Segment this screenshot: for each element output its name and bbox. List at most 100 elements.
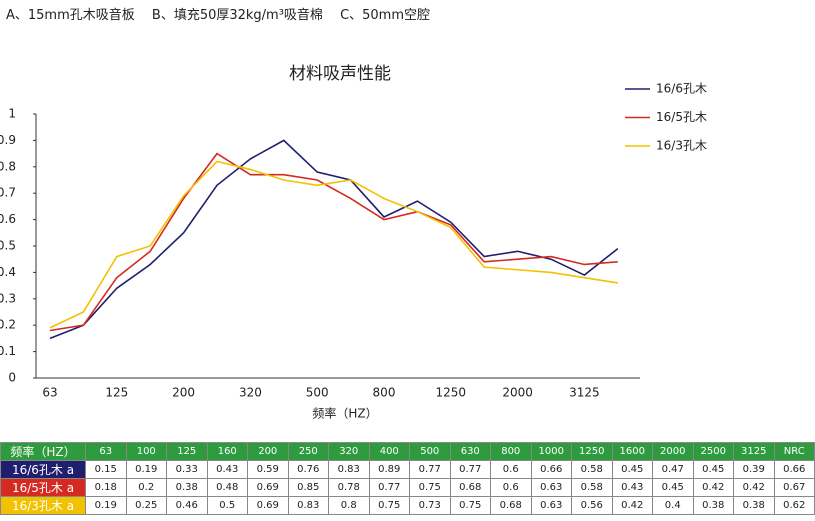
table-row: 16/5孔木 a 0.18 0.2 0.38 0.48 0.69 0.85 0.78 0.77 0… [0, 478, 815, 497]
y-tick-label: 1 [8, 107, 16, 121]
value-cell: 0.62 [773, 496, 815, 515]
x-tick-label: 2000 [502, 386, 533, 400]
table-header: 频率（HZ） 63 100 125 160 200 250 320 400 500 630 800 10… [0, 442, 815, 461]
value-cell: 0.38 [692, 496, 734, 515]
legend-label: 16/5孔木 [656, 110, 707, 124]
y-tick-label: 0.9 [0, 133, 16, 147]
value-cell: 0.47 [652, 460, 694, 479]
x-axis-label: 频率（HZ） [312, 406, 377, 421]
value-cell: 0.42 [733, 478, 775, 497]
value-cell: 0.69 [247, 478, 289, 497]
y-tick-label: 0.8 [0, 159, 16, 173]
value-cell: 0.42 [611, 496, 653, 515]
y-tick-label: 0.7 [0, 186, 16, 200]
value-cell: 0.15 [85, 460, 127, 479]
row-header: 16/6孔木 a [0, 460, 86, 479]
value-cell: 0.42 [692, 478, 734, 497]
value-cell: 0.75 [409, 478, 451, 497]
header-cell: 1250 [571, 442, 613, 461]
value-cell: 0.38 [733, 496, 775, 515]
value-cell: 0.63 [530, 478, 572, 497]
value-cell: 0.39 [733, 460, 775, 479]
value-cell: 0.48 [206, 478, 248, 497]
x-tick-label: 3125 [569, 386, 600, 400]
value-cell: 0.68 [449, 478, 491, 497]
x-tick-label: 500 [306, 386, 329, 400]
row-header: 16/5孔木 a [0, 478, 86, 497]
series-line [49, 152, 618, 332]
value-cell: 0.38 [166, 478, 208, 497]
x-tick-label: 320 [239, 386, 262, 400]
value-cell: 0.45 [692, 460, 734, 479]
value-cell: 0.4 [652, 496, 694, 515]
value-cell: 0.66 [530, 460, 572, 479]
legend-label: 16/3孔木 [656, 139, 707, 153]
header-cell: 500 [409, 442, 451, 461]
chart: 材料吸声性能 频率（HZ） 0 0.1 0.2 0.3 0.4 0.5 0.6 0.7 0.8 0… [0, 64, 707, 421]
value-cell: 0.45 [652, 478, 694, 497]
value-cell: 0.5 [206, 496, 248, 515]
y-tick-label: 0.3 [0, 291, 16, 305]
value-cell: 0.89 [368, 460, 410, 479]
x-tick-label: 1250 [436, 386, 467, 400]
value-cell: 0.77 [409, 460, 451, 479]
y-tick-label: 0.1 [0, 344, 16, 358]
series-line [49, 139, 619, 340]
value-cell: 0.75 [368, 496, 410, 515]
table-row: 16/3孔木 a 0.19 0.25 0.46 0.5 0.69 0.83 0.8 0.75 0.… [0, 496, 815, 515]
value-cell: 0.59 [247, 460, 289, 479]
value-cell: 0.25 [125, 496, 167, 515]
header-cell: 2000 [652, 442, 694, 461]
value-cell: 0.33 [166, 460, 208, 479]
value-cell: 0.68 [490, 496, 532, 515]
value-cell: 0.73 [409, 496, 451, 515]
series-line [49, 160, 618, 329]
header-cell: NRC [773, 442, 815, 461]
header-cell: 200 [247, 442, 289, 461]
value-cell: 0.83 [287, 496, 329, 515]
header-cell: 100 [125, 442, 167, 461]
y-tick-label: 0.2 [0, 318, 16, 332]
header-text: A、15mm孔木吸音板 B、填充50厚32kg/m³吸音棉 C、50mm空腔 [6, 8, 431, 23]
header-cell: 1600 [611, 442, 653, 461]
value-cell: 0.56 [571, 496, 613, 515]
value-cell: 0.58 [571, 460, 613, 479]
y-tick-label: 0.6 [0, 212, 16, 226]
table-row: 16/6孔木 a 0.15 0.19 0.33 0.43 0.59 0.76 0.83 0.89… [0, 460, 815, 479]
value-cell: 0.18 [85, 478, 127, 497]
row-header: 16/3孔木 a [0, 496, 86, 515]
value-cell: 0.75 [449, 496, 491, 515]
value-cell: 0.6 [490, 478, 532, 497]
header-cell: 800 [490, 442, 532, 461]
header-cell: 63 [85, 442, 127, 461]
value-cell: 0.58 [571, 478, 613, 497]
header-cell: 160 [206, 442, 248, 461]
value-cell: 0.19 [125, 460, 167, 479]
value-cell: 0.45 [611, 460, 653, 479]
value-cell: 0.85 [287, 478, 329, 497]
x-tick-label: 800 [373, 386, 396, 400]
value-cell: 0.77 [449, 460, 491, 479]
header-cell: 400 [368, 442, 410, 461]
value-cell: 0.43 [611, 478, 653, 497]
value-cell: 0.69 [247, 496, 289, 515]
value-cell: 0.76 [287, 460, 329, 479]
value-cell: 0.67 [773, 478, 815, 497]
header-cell: 250 [287, 442, 329, 461]
x-tick-label: 63 [42, 386, 57, 400]
header-cell: 1000 [530, 442, 572, 461]
value-cell: 0.63 [530, 496, 572, 515]
value-cell: 0.77 [368, 478, 410, 497]
x-tick-label: 200 [172, 386, 195, 400]
legend-label: 16/6孔木 [656, 82, 707, 96]
value-cell: 0.2 [125, 478, 167, 497]
value-cell: 0.6 [490, 460, 532, 479]
value-cell: 0.66 [773, 460, 815, 479]
header-cell: 2500 [692, 442, 734, 461]
chart-title: 材料吸声性能 [289, 64, 391, 84]
y-tick-label: 0.5 [0, 239, 16, 253]
header-cell: 630 [449, 442, 491, 461]
value-cell: 0.43 [206, 460, 248, 479]
data-table: 频率（HZ） 63 100 125 160 200 250 320 400 500 630 800 10… [0, 442, 815, 515]
